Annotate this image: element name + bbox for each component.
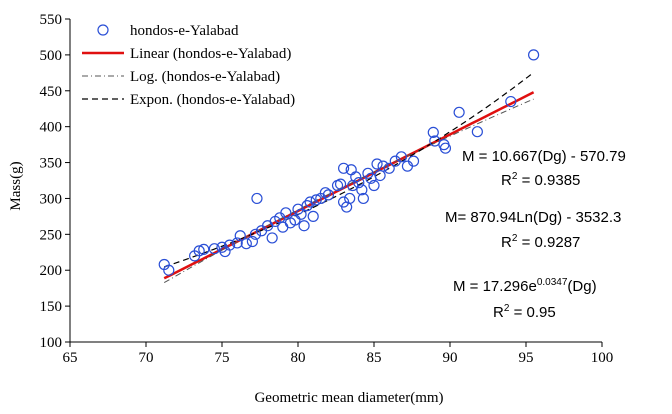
- x-tick-label: 75: [215, 350, 230, 366]
- data-point: [427, 126, 439, 139]
- data-point: [208, 243, 220, 255]
- y-tick-label: 500: [40, 48, 63, 64]
- legend-label: Linear (hondos-e-Yalabad): [130, 46, 291, 62]
- linear-equation: M = 10.667(Dg) - 570.79: [462, 148, 626, 165]
- data-point: [505, 95, 517, 108]
- y-axis-label: Mass(g): [8, 161, 24, 210]
- y-tick-label: 350: [40, 156, 63, 172]
- y-tick-label: 300: [40, 191, 63, 207]
- data-point: [163, 264, 175, 276]
- data-point: [298, 220, 310, 232]
- y-tick-label: 400: [40, 120, 63, 136]
- legend-label: Expon. (hondos-e-Yalabad): [130, 92, 295, 108]
- data-points: [158, 49, 540, 276]
- data-point: [353, 177, 365, 189]
- data-point: [395, 151, 407, 163]
- data-point: [334, 178, 347, 190]
- data-point: [322, 189, 334, 201]
- data-point: [371, 158, 383, 170]
- data-point: [338, 162, 350, 174]
- data-point: [251, 192, 263, 205]
- data-point: [307, 210, 319, 222]
- legend-label: Log. (hondos-e-Yalabad): [130, 69, 280, 85]
- data-point: [368, 179, 380, 192]
- data-point: [527, 49, 540, 61]
- data-point: [383, 162, 395, 174]
- data-point: [295, 208, 307, 220]
- x-axis-label: Geometric mean diameter(mm): [254, 390, 443, 406]
- data-point: [319, 187, 331, 199]
- data-point: [289, 214, 301, 226]
- y-tick-label: 200: [40, 263, 63, 279]
- x-tick-label: 80: [291, 350, 306, 366]
- data-point: [350, 171, 362, 183]
- data-point: [301, 200, 313, 212]
- legend-marker: [97, 24, 109, 36]
- data-point: [277, 221, 289, 233]
- data-point: [357, 192, 369, 205]
- data-point: [345, 164, 357, 176]
- data-point: [240, 238, 252, 250]
- legend: hondos-e-Yalabad Linear (hondos-e-Yalabad…: [82, 23, 295, 108]
- x-tick-label: 65: [63, 350, 78, 366]
- log-r-squared: R2 = 0.9287: [501, 233, 581, 251]
- y-tick-label: 100: [40, 335, 63, 351]
- data-point: [310, 194, 322, 206]
- data-point: [193, 245, 205, 257]
- axes: 65 70 75 80 85 90 95 100 100 150 200 250 300 350 400 45…: [40, 12, 614, 366]
- y-tick-label: 450: [40, 84, 63, 100]
- data-point: [224, 239, 236, 251]
- x-tick-label: 70: [139, 350, 154, 366]
- data-point: [344, 192, 356, 205]
- data-point: [401, 160, 414, 172]
- linear-r-squared: R2 = 0.9385: [501, 171, 581, 189]
- data-point: [198, 243, 210, 256]
- data-point: [246, 235, 258, 248]
- y-tick-label: 250: [40, 227, 63, 243]
- y-tick-label: 550: [40, 12, 63, 28]
- data-point: [280, 207, 292, 219]
- log-equation: M= 870.94Ln(Dg) - 3532.3: [445, 209, 622, 226]
- data-point: [453, 106, 465, 118]
- data-point: [231, 237, 243, 249]
- data-point: [407, 155, 420, 167]
- data-point: [377, 160, 389, 172]
- expon-r-squared: R2 = 0.95: [493, 303, 556, 321]
- x-tick-label: 90: [443, 350, 458, 366]
- expon-equation: M = 17.296e0.0347(Dg): [453, 277, 597, 295]
- data-point: [304, 196, 316, 208]
- data-point: [234, 230, 246, 242]
- legend-label: hondos-e-Yalabad: [130, 23, 239, 39]
- x-tick-label: 85: [367, 350, 382, 366]
- data-point: [471, 126, 483, 138]
- data-point: [439, 142, 452, 154]
- data-point: [249, 228, 262, 240]
- x-tick-label: 100: [591, 350, 614, 366]
- linear-trend-line: [163, 91, 535, 280]
- data-point: [266, 232, 278, 244]
- x-tick-label: 95: [519, 350, 534, 366]
- data-point: [356, 184, 368, 196]
- y-tick-label: 150: [40, 299, 63, 315]
